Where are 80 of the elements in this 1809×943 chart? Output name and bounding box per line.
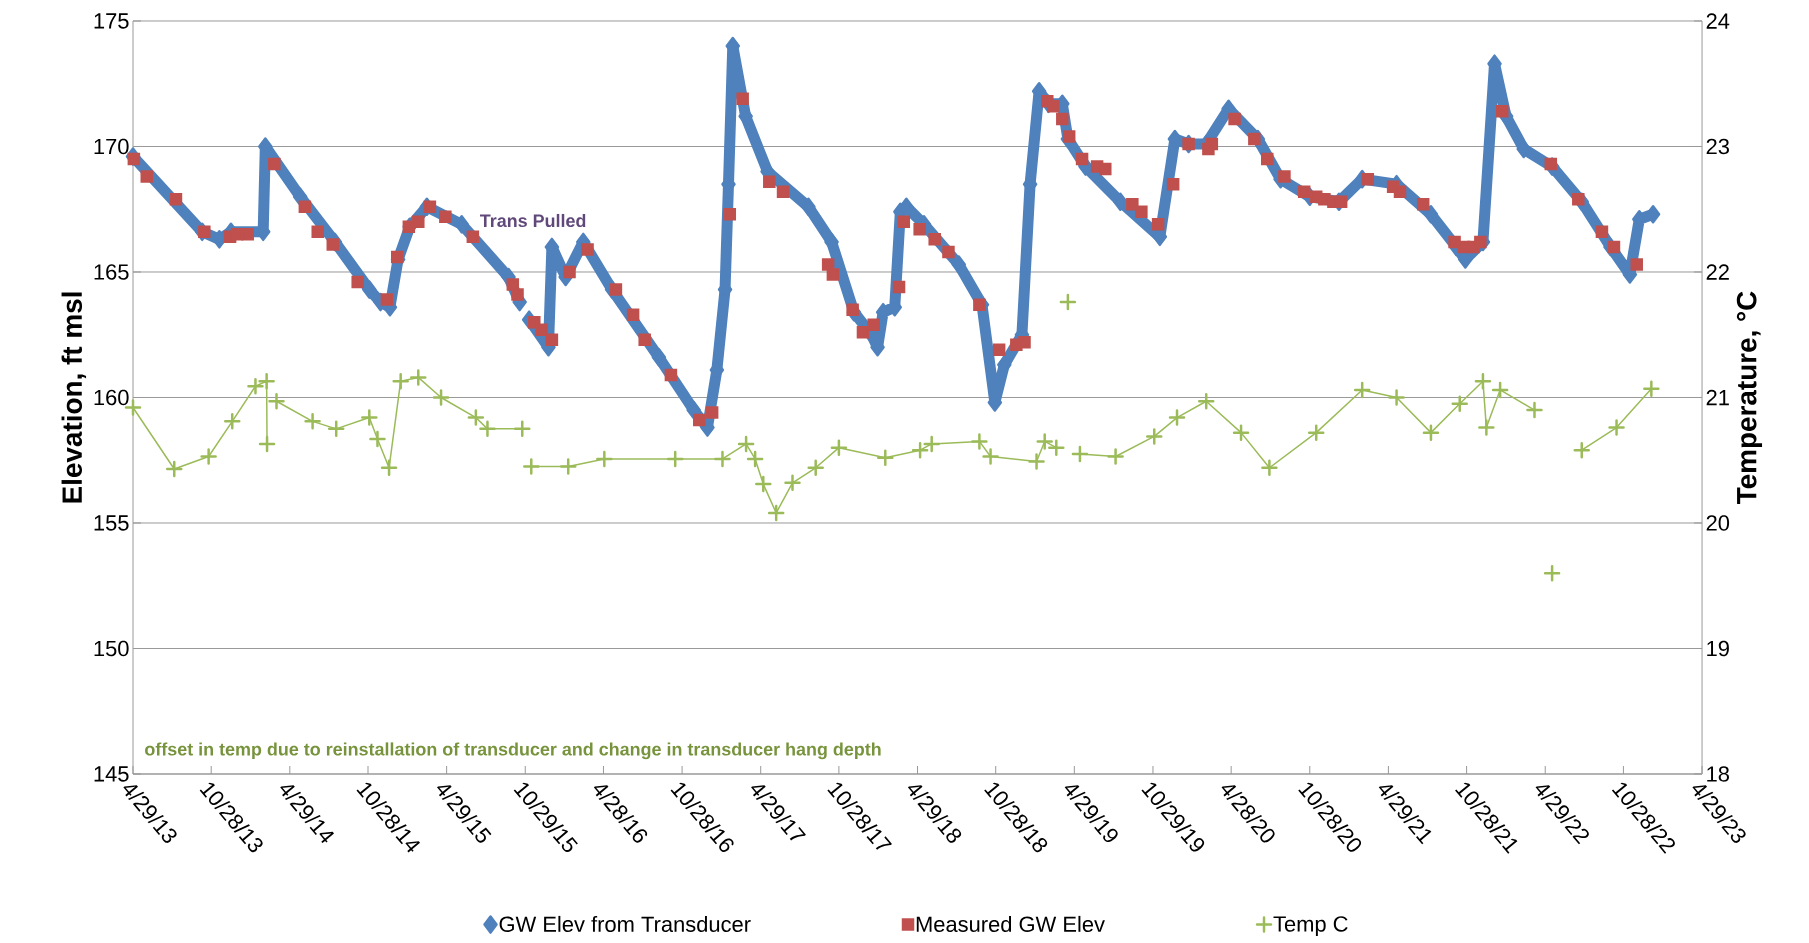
point (304, 413, 321, 430)
point (247, 377, 264, 395)
point (923, 435, 940, 453)
annotation: offset in temp due to reinstallation of transducer and change in transducer hang depth (145, 742, 881, 760)
point (1146, 428, 1163, 445)
y-tick-label: 150 (94, 640, 129, 657)
legend-label: GW Elev from Transducer (499, 915, 751, 933)
point (380, 459, 398, 477)
point (467, 409, 485, 426)
point (767, 504, 785, 522)
legend-label: Measured GW Elev (916, 915, 1105, 933)
point (361, 409, 378, 426)
point (327, 420, 345, 438)
point (737, 435, 755, 453)
point (523, 458, 540, 475)
annotation: Trans Pulled (480, 213, 586, 228)
y2-tick-label: 19 (1707, 640, 1729, 657)
point (877, 449, 894, 466)
point (755, 475, 772, 493)
point (982, 448, 999, 465)
y2-tick-label: 18 (1707, 766, 1729, 782)
point (830, 439, 848, 456)
point (971, 433, 988, 450)
y2-tick-label: 23 (1706, 138, 1729, 155)
point (1573, 441, 1590, 459)
point (911, 441, 929, 459)
point (1353, 381, 1371, 399)
point (1197, 393, 1215, 410)
y-axis-title: Elevation, ft msl (61, 292, 87, 503)
legend-label: Temp C (1273, 916, 1348, 937)
point (1388, 389, 1405, 406)
y2-tick-label: 20 (1706, 515, 1730, 531)
point (1059, 293, 1077, 311)
point (1422, 424, 1440, 441)
point (596, 450, 613, 468)
point (432, 389, 450, 406)
point (666, 450, 684, 468)
y2-tick-label: 24 (1706, 13, 1730, 29)
point (1036, 433, 1053, 450)
point (1643, 380, 1660, 397)
y-tick-label: 160 (94, 389, 129, 406)
point (1048, 439, 1065, 456)
point (1543, 564, 1561, 582)
point (714, 450, 731, 468)
point (224, 413, 241, 430)
y2-axis-title: Temperature, °C (1736, 291, 1763, 505)
point (1608, 419, 1625, 436)
y-tick-label: 165 (94, 264, 129, 280)
y-tick-label: 145 (94, 766, 129, 782)
point (200, 448, 217, 465)
point (1028, 453, 1045, 470)
y-tick-label: 175 (94, 13, 129, 29)
point (1107, 448, 1124, 465)
point (807, 459, 824, 477)
point (1491, 381, 1509, 399)
point (1261, 459, 1278, 477)
point (258, 372, 275, 390)
y2-tick-label: 22 (1706, 264, 1729, 280)
point (1168, 409, 1186, 426)
y-tick-label: 170 (94, 138, 129, 155)
point (784, 474, 801, 492)
point (746, 450, 764, 468)
point (1451, 395, 1468, 413)
point (559, 458, 577, 475)
y-tick-label: 155 (94, 515, 129, 531)
point (1307, 424, 1325, 441)
point (392, 372, 409, 390)
point (258, 435, 276, 453)
point (1478, 419, 1495, 436)
point (1474, 372, 1492, 390)
point (166, 460, 183, 478)
point (514, 420, 531, 438)
point (369, 430, 386, 448)
point (1232, 424, 1250, 441)
point (1526, 401, 1543, 419)
point (410, 369, 427, 386)
y2-tick-label: 21 (1706, 389, 1729, 406)
point (479, 420, 496, 438)
point (1071, 445, 1089, 463)
point (268, 393, 285, 410)
